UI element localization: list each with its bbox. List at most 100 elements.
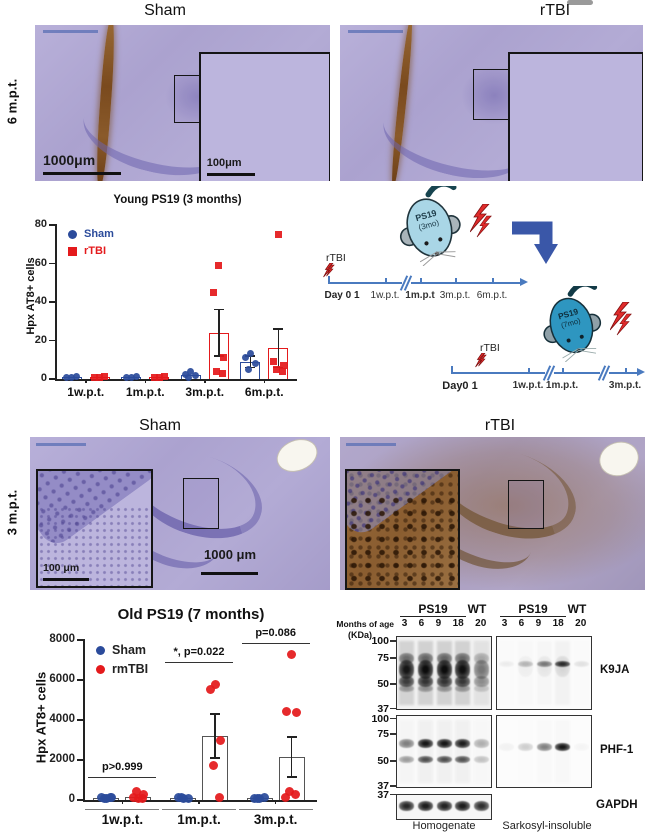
protein-band [517,742,533,751]
antibody-label-phf1: PHF-1 [600,744,634,756]
data-point [287,649,297,659]
old-ps19-chart: Old PS19 (7 months) Hpx AT8+ cells 0 2000… [12,600,330,838]
y-tick [49,339,55,342]
lane-age-label: 18 [452,618,464,629]
protein-band [455,801,471,811]
lane-age-label: 9 [535,618,542,629]
lane-smear [574,720,589,782]
lane-age-label: 20 [575,618,587,629]
protein-band [398,739,414,748]
y-tick-label: 40 [34,295,47,307]
protein-band [417,652,433,665]
ventricle [271,437,323,478]
legend-marker [96,664,105,674]
error-cap [286,736,297,738]
protein-band [517,656,533,677]
lane-smear [555,641,571,705]
data-point [220,354,228,362]
data-point [213,367,221,375]
data-point [251,360,259,368]
y-tick-label: 0 [40,372,47,384]
protein-band [436,739,452,748]
data-point [176,792,186,802]
group-underline [400,616,466,618]
y-tick [77,679,83,681]
timeline-tick [528,367,530,374]
data-point [253,794,263,804]
data-point [274,231,282,239]
molecular-weight-tick [390,707,396,710]
injury-bolts-bottom [475,353,487,368]
error-bar [249,355,251,368]
y-tick [77,799,83,801]
significance-label: *, p=0.022 [173,646,225,658]
protein-band [398,801,414,811]
molecular-weight-tick [390,717,396,720]
protein-band [498,660,514,668]
molecular-weight-label: 75 [377,652,389,665]
error-bar [277,328,279,368]
x-tick [144,379,146,383]
dark-tangle-spots [346,494,459,588]
young-ps19-chart: Young PS19 (3 months) Hpx AT8+ cells 0 20… [10,190,315,410]
legend-label: Sham [84,228,114,240]
data-point [187,367,195,375]
elbow-arrow-icon [512,221,558,264]
data-point [219,369,227,377]
x-tick [198,800,200,804]
timeline-arrowhead [520,278,528,287]
protein-band [536,660,552,668]
data-point [63,373,71,381]
lane-smear [555,720,570,782]
protein-band [436,675,452,687]
data-point [192,371,200,379]
data-point [127,374,135,382]
protein-band [436,755,452,763]
timeline-break [545,366,554,379]
x-category-label: 1m.p.t. [125,385,165,399]
protein-band [474,675,490,687]
x-tick [85,379,87,383]
lightning-bolts-icon [470,204,492,238]
timeline-line [328,282,520,284]
lane-age-label: 6 [418,618,425,629]
lane-age-label: 3 [501,618,508,629]
molecular-weight-label: 50 [377,755,389,768]
protein-band [398,652,414,665]
x-tick [121,800,124,804]
protein-band [474,660,490,679]
protein-band [455,739,471,748]
legend-marker [68,229,77,239]
data-point [150,373,158,381]
y-axis [55,224,57,380]
y-tick [49,262,55,265]
significance-line [165,662,233,664]
data-point [215,261,223,269]
injury-bolts-top [323,263,335,278]
protein-band [436,660,452,679]
timeline-label: 6m.p.t. [476,290,508,301]
protein-band [555,660,571,668]
data-point [246,350,254,358]
significance-label: p>0.999 [102,761,143,773]
embedded-scalebar [43,30,98,33]
data-point [210,679,220,689]
timeline-tick [420,277,422,284]
significance-label: p=0.086 [255,627,296,639]
molecular-weight-label: 37 [377,702,389,715]
protein-band [574,742,590,751]
x-category-label: 3m.p.t. [185,385,225,399]
x-tick [204,379,206,383]
y-tick [49,224,55,226]
group-label-ps19-homogenate: PS19 [418,602,448,616]
lane-smear [518,720,533,782]
chart-legend: Sham rTBI [68,228,114,262]
protein-band [474,801,490,811]
legend-item: Sham [96,643,148,657]
protein-band [474,652,490,665]
chart-legend: Sham rmTBI [96,643,148,681]
timeline-tick [562,367,564,374]
y-tick-label: 4000 [49,713,75,725]
protein-band [498,742,514,751]
